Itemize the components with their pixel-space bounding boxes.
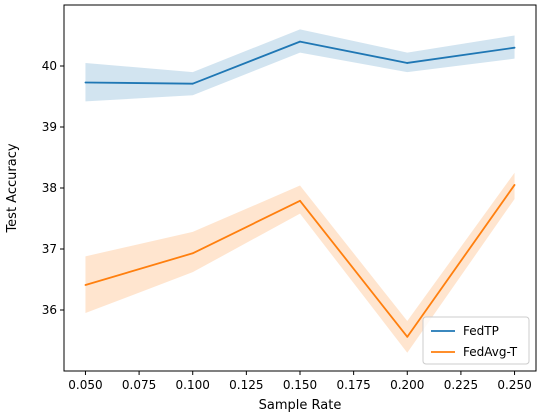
y-tick-label: 40 [42, 59, 57, 73]
y-tick-label: 37 [42, 242, 57, 256]
y-tick-label: 39 [42, 120, 57, 134]
x-tick-label: 0.125 [229, 378, 263, 392]
y-tick-label: 38 [42, 181, 57, 195]
legend: FedTP FedAvg-T [422, 316, 530, 365]
x-axis-label: Sample Rate [259, 398, 342, 413]
x-tick-label: 0.200 [390, 378, 424, 392]
confidence-band-1 [85, 172, 515, 353]
x-tick-label: 0.075 [122, 378, 156, 392]
x-axis-ticks: 0.050 0.075 0.100 0.125 0.150 0.175 0.200 0.225… [68, 371, 532, 392]
series-lines [84, 40, 516, 338]
legend-label: FedTP [463, 324, 499, 338]
data-point [299, 199, 301, 202]
x-tick-label: 0.150 [283, 378, 317, 392]
data-point [406, 335, 409, 338]
data-point [84, 284, 87, 286]
x-tick-label: 0.050 [68, 378, 102, 392]
data-point [191, 82, 194, 85]
confidence-bands [85, 29, 515, 353]
y-axis-label: Test Accuracy [5, 143, 20, 233]
data-point [191, 252, 194, 255]
data-point [513, 46, 516, 49]
data-point [84, 81, 87, 84]
x-tick-label: 0.250 [497, 378, 531, 392]
data-point [406, 62, 409, 64]
x-tick-label: 0.100 [176, 378, 210, 392]
y-axis-ticks: 36 37 38 39 40 [42, 59, 64, 317]
confidence-band-0 [85, 29, 515, 102]
data-point [299, 40, 301, 43]
x-tick-label: 0.225 [444, 378, 478, 392]
legend-label: FedAvg-T [463, 345, 518, 359]
y-tick-label: 36 [42, 303, 57, 317]
x-tick-label: 0.175 [336, 378, 370, 392]
data-point [513, 184, 516, 186]
